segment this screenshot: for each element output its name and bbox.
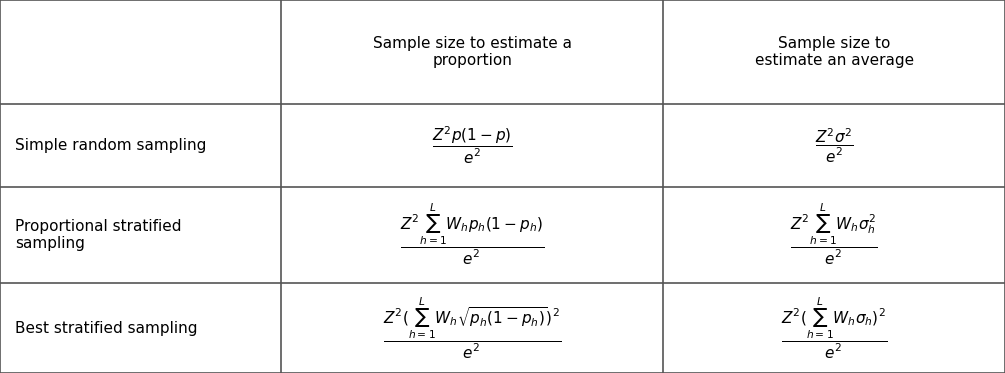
Text: Simple random sampling: Simple random sampling bbox=[15, 138, 206, 153]
Text: $\dfrac{Z^2 (\sum_{h=1}^{L} W_h \sqrt{p_h(1-p_h)})^2}{e^2}$: $\dfrac{Z^2 (\sum_{h=1}^{L} W_h \sqrt{p_… bbox=[383, 296, 562, 361]
Text: Best stratified sampling: Best stratified sampling bbox=[15, 321, 198, 336]
Text: Proportional stratified
sampling: Proportional stratified sampling bbox=[15, 219, 182, 251]
Text: Sample size to
estimate an average: Sample size to estimate an average bbox=[755, 36, 914, 68]
Text: Sample size to estimate a
proportion: Sample size to estimate a proportion bbox=[373, 36, 572, 68]
Text: $\dfrac{Z^2 \sigma^2}{e^2}$: $\dfrac{Z^2 \sigma^2}{e^2}$ bbox=[815, 126, 853, 164]
Text: $\dfrac{Z^2 (\sum_{h=1}^{L} W_h \sigma_h)^2}{e^2}$: $\dfrac{Z^2 (\sum_{h=1}^{L} W_h \sigma_h… bbox=[781, 296, 887, 361]
Text: $\dfrac{Z^2 p(1-p)}{e^2}$: $\dfrac{Z^2 p(1-p)}{e^2}$ bbox=[432, 125, 513, 166]
Text: $\dfrac{Z^2 \sum_{h=1}^{L} W_h \sigma_h^2}{e^2}$: $\dfrac{Z^2 \sum_{h=1}^{L} W_h \sigma_h^… bbox=[790, 203, 878, 267]
Text: $\dfrac{Z^2 \sum_{h=1}^{L} W_h p_h (1-p_h)}{e^2}$: $\dfrac{Z^2 \sum_{h=1}^{L} W_h p_h (1-p_… bbox=[400, 203, 545, 267]
